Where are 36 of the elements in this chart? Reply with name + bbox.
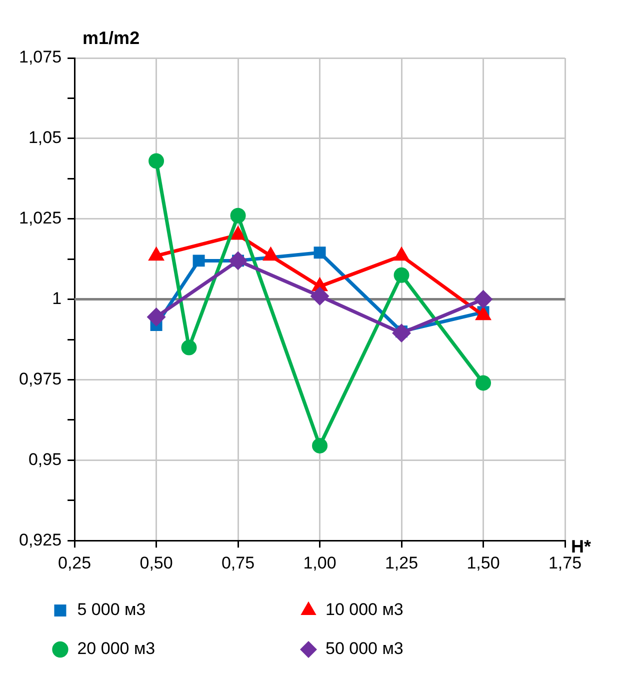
point [394,248,408,261]
point [231,227,245,240]
point [181,340,197,356]
y-axis-title: m1/m2 [82,28,140,48]
y-tick-label: 1,025 [18,208,62,228]
point [476,375,492,391]
point [264,248,278,261]
legend-label: 5 000 м3 [77,600,278,620]
y-tick-label: 0,925 [18,530,62,550]
x-tick-label: 0,50 [140,553,173,572]
x-tick-label: 0,75 [221,553,255,572]
x-tick-label: 1,50 [466,553,500,572]
point [192,254,205,267]
x-tick-label: 1,25 [384,553,418,572]
point [229,252,247,270]
y-tick-label: 1,075 [18,48,62,67]
legend-label: 10 000 м3 [326,600,526,620]
point [312,438,328,454]
point [314,246,326,259]
point [394,267,410,283]
point [148,153,164,169]
legend-label: 20 000 м3 [77,639,278,658]
point [149,248,164,261]
point [148,308,166,326]
legend-label: 50 000 м3 [326,639,526,658]
y-tick-label: 0,975 [18,369,62,388]
x-tick-label: 0,25 [58,553,92,572]
x-tick-label: 1,00 [303,553,336,572]
y-tick-label: 1,05 [28,128,62,148]
y-tick-label: 1 [52,288,62,308]
point [312,278,327,292]
point [474,290,492,308]
y-tick-label: 0,95 [28,450,62,469]
point [230,208,246,224]
point [311,287,329,305]
point [392,324,410,342]
